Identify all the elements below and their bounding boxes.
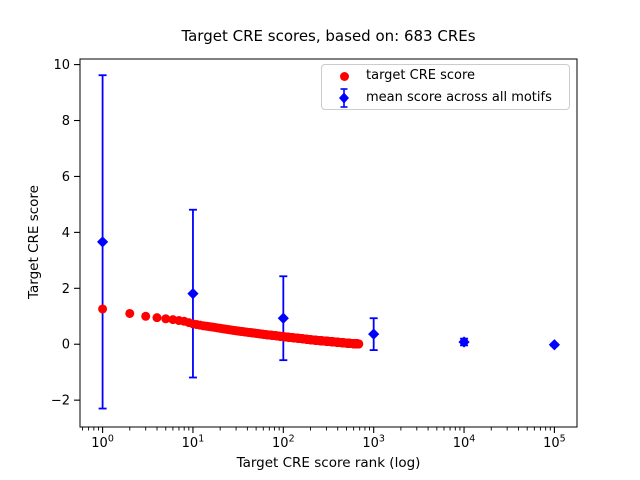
target-score-dot <box>354 339 364 349</box>
target-score-dot <box>161 314 171 324</box>
x-tick-label: 102 <box>272 434 295 452</box>
x-axis-label: Target CRE score rank (log) <box>236 455 421 471</box>
legend-label-mean-score: mean score across all motifs <box>366 90 552 105</box>
x-tick-label: 100 <box>91 434 114 452</box>
mean-score-diamond <box>548 339 561 351</box>
y-tick-label: 10 <box>53 58 70 73</box>
x-tick-label: 104 <box>453 434 476 452</box>
legend-item-target-cre-score: target CRE score <box>322 66 569 87</box>
mean-score-diamond <box>187 288 199 300</box>
y-tick-label: 8 <box>62 114 70 129</box>
mean-score-diamond <box>368 328 380 340</box>
target-score-dot <box>141 311 151 321</box>
x-tick-label: 101 <box>182 434 205 452</box>
x-tick-label: 103 <box>362 434 385 452</box>
legend-label-target-cre-score: target CRE score <box>366 68 476 83</box>
axes-frame <box>79 58 578 428</box>
x-tick-label: 105 <box>543 434 566 452</box>
target-score-series <box>98 304 364 349</box>
x-ticks: 100 101 102 103 104 105 <box>91 427 566 452</box>
mean-score-diamond <box>96 236 109 248</box>
legend: target CRE score mean score across all m… <box>321 64 570 110</box>
y-ticks: −2 0 2 4 6 8 10 <box>51 58 80 409</box>
y-tick-label: 6 <box>62 170 70 185</box>
mean-score-series <box>96 74 561 410</box>
target-score-dot <box>152 313 162 323</box>
y-tick-label: 0 <box>62 338 70 353</box>
target-score-dot <box>125 308 135 318</box>
mean-score-diamond <box>277 312 289 324</box>
x-minor-ticks <box>82 427 551 431</box>
mean-score-diamond <box>458 336 470 348</box>
blue-diamond-errorbar-marker-icon <box>322 87 366 109</box>
legend-item-mean-score: mean score across all motifs <box>322 88 569 109</box>
y-tick-label: 4 <box>62 226 70 241</box>
red-dot-marker-icon <box>322 71 366 81</box>
y-tick-label: 2 <box>62 282 70 297</box>
chart-title: Target CRE scores, based on: 683 CREs <box>181 27 476 45</box>
target-score-dot <box>98 304 108 314</box>
y-tick-label: −2 <box>51 394 70 409</box>
